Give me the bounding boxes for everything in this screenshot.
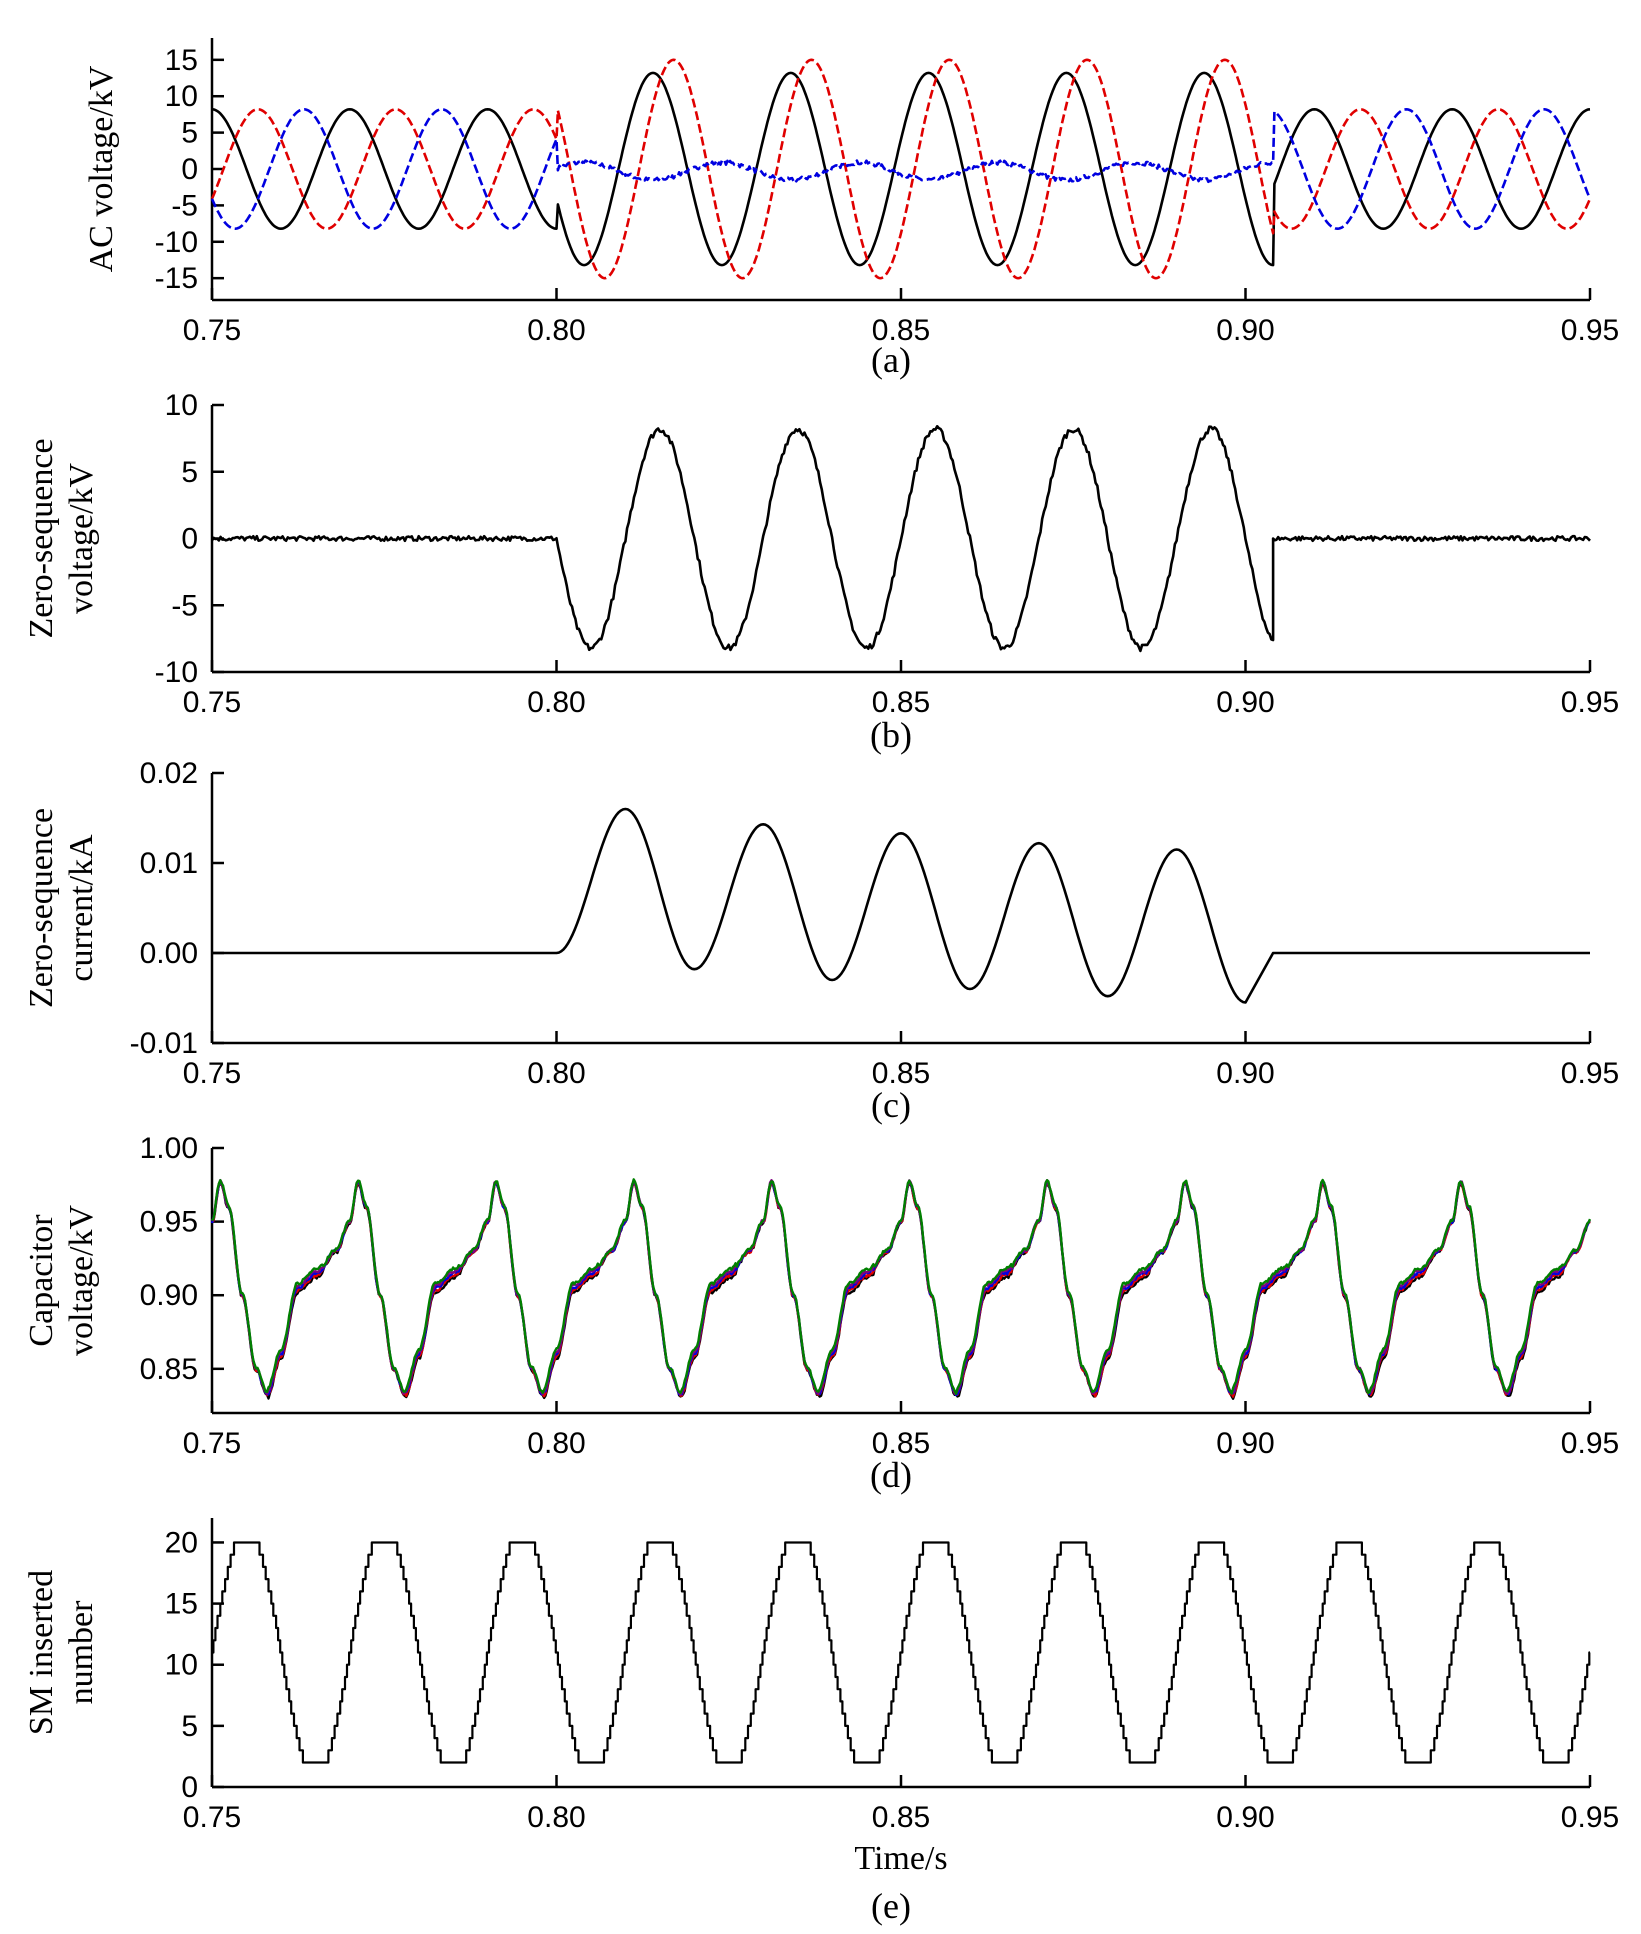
x-tick-label: 0.95: [1561, 1057, 1619, 1090]
series-line-zero-seq-voltage: [210, 425, 1591, 653]
x-tick-label: 0.75: [183, 314, 241, 347]
y-axis-title-line2: voltage/kV: [63, 463, 100, 615]
y-tick-label: 0.90: [140, 1279, 198, 1312]
x-tick-label: 0.80: [527, 686, 585, 719]
y-tick-label: 0: [181, 523, 198, 556]
y-tick-label: 5: [181, 456, 198, 489]
x-tick-label: 0.90: [1216, 1801, 1274, 1834]
x-axis-title: Time/s: [854, 1840, 947, 1877]
y-axis-title: Zero-sequencecurrent/kA: [23, 808, 100, 1008]
y-tick-label: -0.01: [130, 1027, 198, 1060]
y-tick-label: -5: [171, 189, 198, 222]
x-tick-label: 0.80: [527, 314, 585, 347]
series-line-phase-2: [210, 58, 1592, 280]
series-line-zero-seq-current: [212, 807, 1590, 1004]
y-axis-title-line1: Zero-sequence: [23, 808, 60, 1008]
series-line-capacitor-5: [211, 1178, 1592, 1395]
x-tick-label: 0.90: [1216, 314, 1274, 347]
y-tick-label: 0: [181, 153, 198, 186]
y-axis-title-line1: SM inserted: [23, 1570, 60, 1735]
y-tick-label: 15: [165, 1588, 198, 1621]
x-tick-label: 0.90: [1216, 1057, 1274, 1090]
y-tick-label: 5: [181, 117, 198, 150]
y-axis-title: Capacitorvoltage/kV: [23, 1205, 100, 1357]
y-tick-label: -10: [155, 226, 198, 259]
panel-caption: (c): [871, 1085, 911, 1125]
y-tick-label: 0: [181, 1771, 198, 1804]
x-tick-label: 0.80: [527, 1057, 585, 1090]
panel-caption: (d): [870, 1455, 912, 1495]
y-axis-title-line1: Zero-sequence: [23, 438, 60, 638]
x-tick-label: 0.85: [872, 314, 930, 347]
x-tick-label: 0.90: [1216, 686, 1274, 719]
y-tick-label: 1.00: [140, 1132, 198, 1165]
y-axis-title: AC voltage/kV: [83, 65, 120, 272]
y-tick-label: 15: [165, 44, 198, 77]
x-tick-label: 0.75: [183, 1057, 241, 1090]
x-tick-label: 0.95: [1561, 314, 1619, 347]
y-tick-label: 10: [165, 80, 198, 113]
panel-b-axes: 0.75 0.80 0.85 0.90 0.95 10 5 0 -5 -10 Zero-sequen…: [23, 389, 1619, 755]
y-axis-title-line2: number: [63, 1600, 100, 1705]
x-tick-label: 0.95: [1561, 1801, 1619, 1834]
x-tick-label: 0.90: [1216, 1427, 1274, 1460]
y-axis-title: SM insertednumber: [23, 1570, 100, 1735]
panel-caption: (e): [871, 1886, 911, 1926]
panel-c-axes: 0.75 0.80 0.85 0.90 0.95 0.02 0.01 0.00 -0.01 Zer…: [23, 757, 1619, 1125]
y-tick-label: 20: [165, 1526, 198, 1559]
x-tick-label: 0.85: [872, 1057, 930, 1090]
x-tick-label: 0.80: [527, 1427, 585, 1460]
y-tick-label: 0.00: [140, 937, 198, 970]
y-tick-label: -10: [155, 656, 198, 689]
x-tick-label: 0.85: [872, 1427, 930, 1460]
y-axis-title-line2: voltage/kV: [63, 1205, 100, 1357]
y-tick-label: 0.01: [140, 847, 198, 880]
series-line-capacitor-1: [211, 1181, 1591, 1400]
panel-e-axes: 0.75 0.80 0.85 0.90 0.95 20 15 10 5 0 SM insertedn…: [23, 1518, 1619, 1926]
y-tick-label: 0.95: [140, 1206, 198, 1239]
x-tick-label: 0.75: [183, 1427, 241, 1460]
panel-caption: (b): [870, 715, 912, 755]
panel-caption: (a): [871, 340, 911, 380]
y-tick-label: -5: [171, 589, 198, 622]
y-axis-title-line2: current/kA: [63, 834, 100, 982]
x-tick-label: 0.75: [183, 686, 241, 719]
y-tick-label: 10: [165, 1649, 198, 1682]
x-tick-label: 0.95: [1561, 1427, 1619, 1460]
x-tick-label: 0.85: [872, 1801, 930, 1834]
y-tick-label: 10: [165, 389, 198, 422]
x-tick-label: 0.75: [183, 1801, 241, 1834]
y-tick-label: 5: [181, 1710, 198, 1743]
x-tick-label: 0.80: [527, 1801, 585, 1834]
series-line-capacitor-4: [211, 1178, 1591, 1396]
series-line-capacitor-2: [211, 1180, 1591, 1398]
series-line-sm-inserted: [211, 1541, 1591, 1764]
y-tick-label: -15: [155, 262, 198, 295]
y-tick-label: 0.02: [140, 757, 198, 790]
y-tick-label: 0.85: [140, 1353, 198, 1386]
y-axis-title: Zero-sequencevoltage/kV: [23, 438, 100, 638]
series-line-capacitor-3: [210, 1179, 1590, 1397]
series-line-phase-3: [210, 108, 1592, 230]
x-tick-label: 0.85: [872, 686, 930, 719]
panel-d-axes: 0.75 0.80 0.85 0.90 0.95 1.00 0.95 0.90 0.85 Capa…: [23, 1132, 1619, 1495]
x-tick-label: 0.95: [1561, 686, 1619, 719]
y-axis-title-line1: Capacitor: [23, 1214, 60, 1347]
